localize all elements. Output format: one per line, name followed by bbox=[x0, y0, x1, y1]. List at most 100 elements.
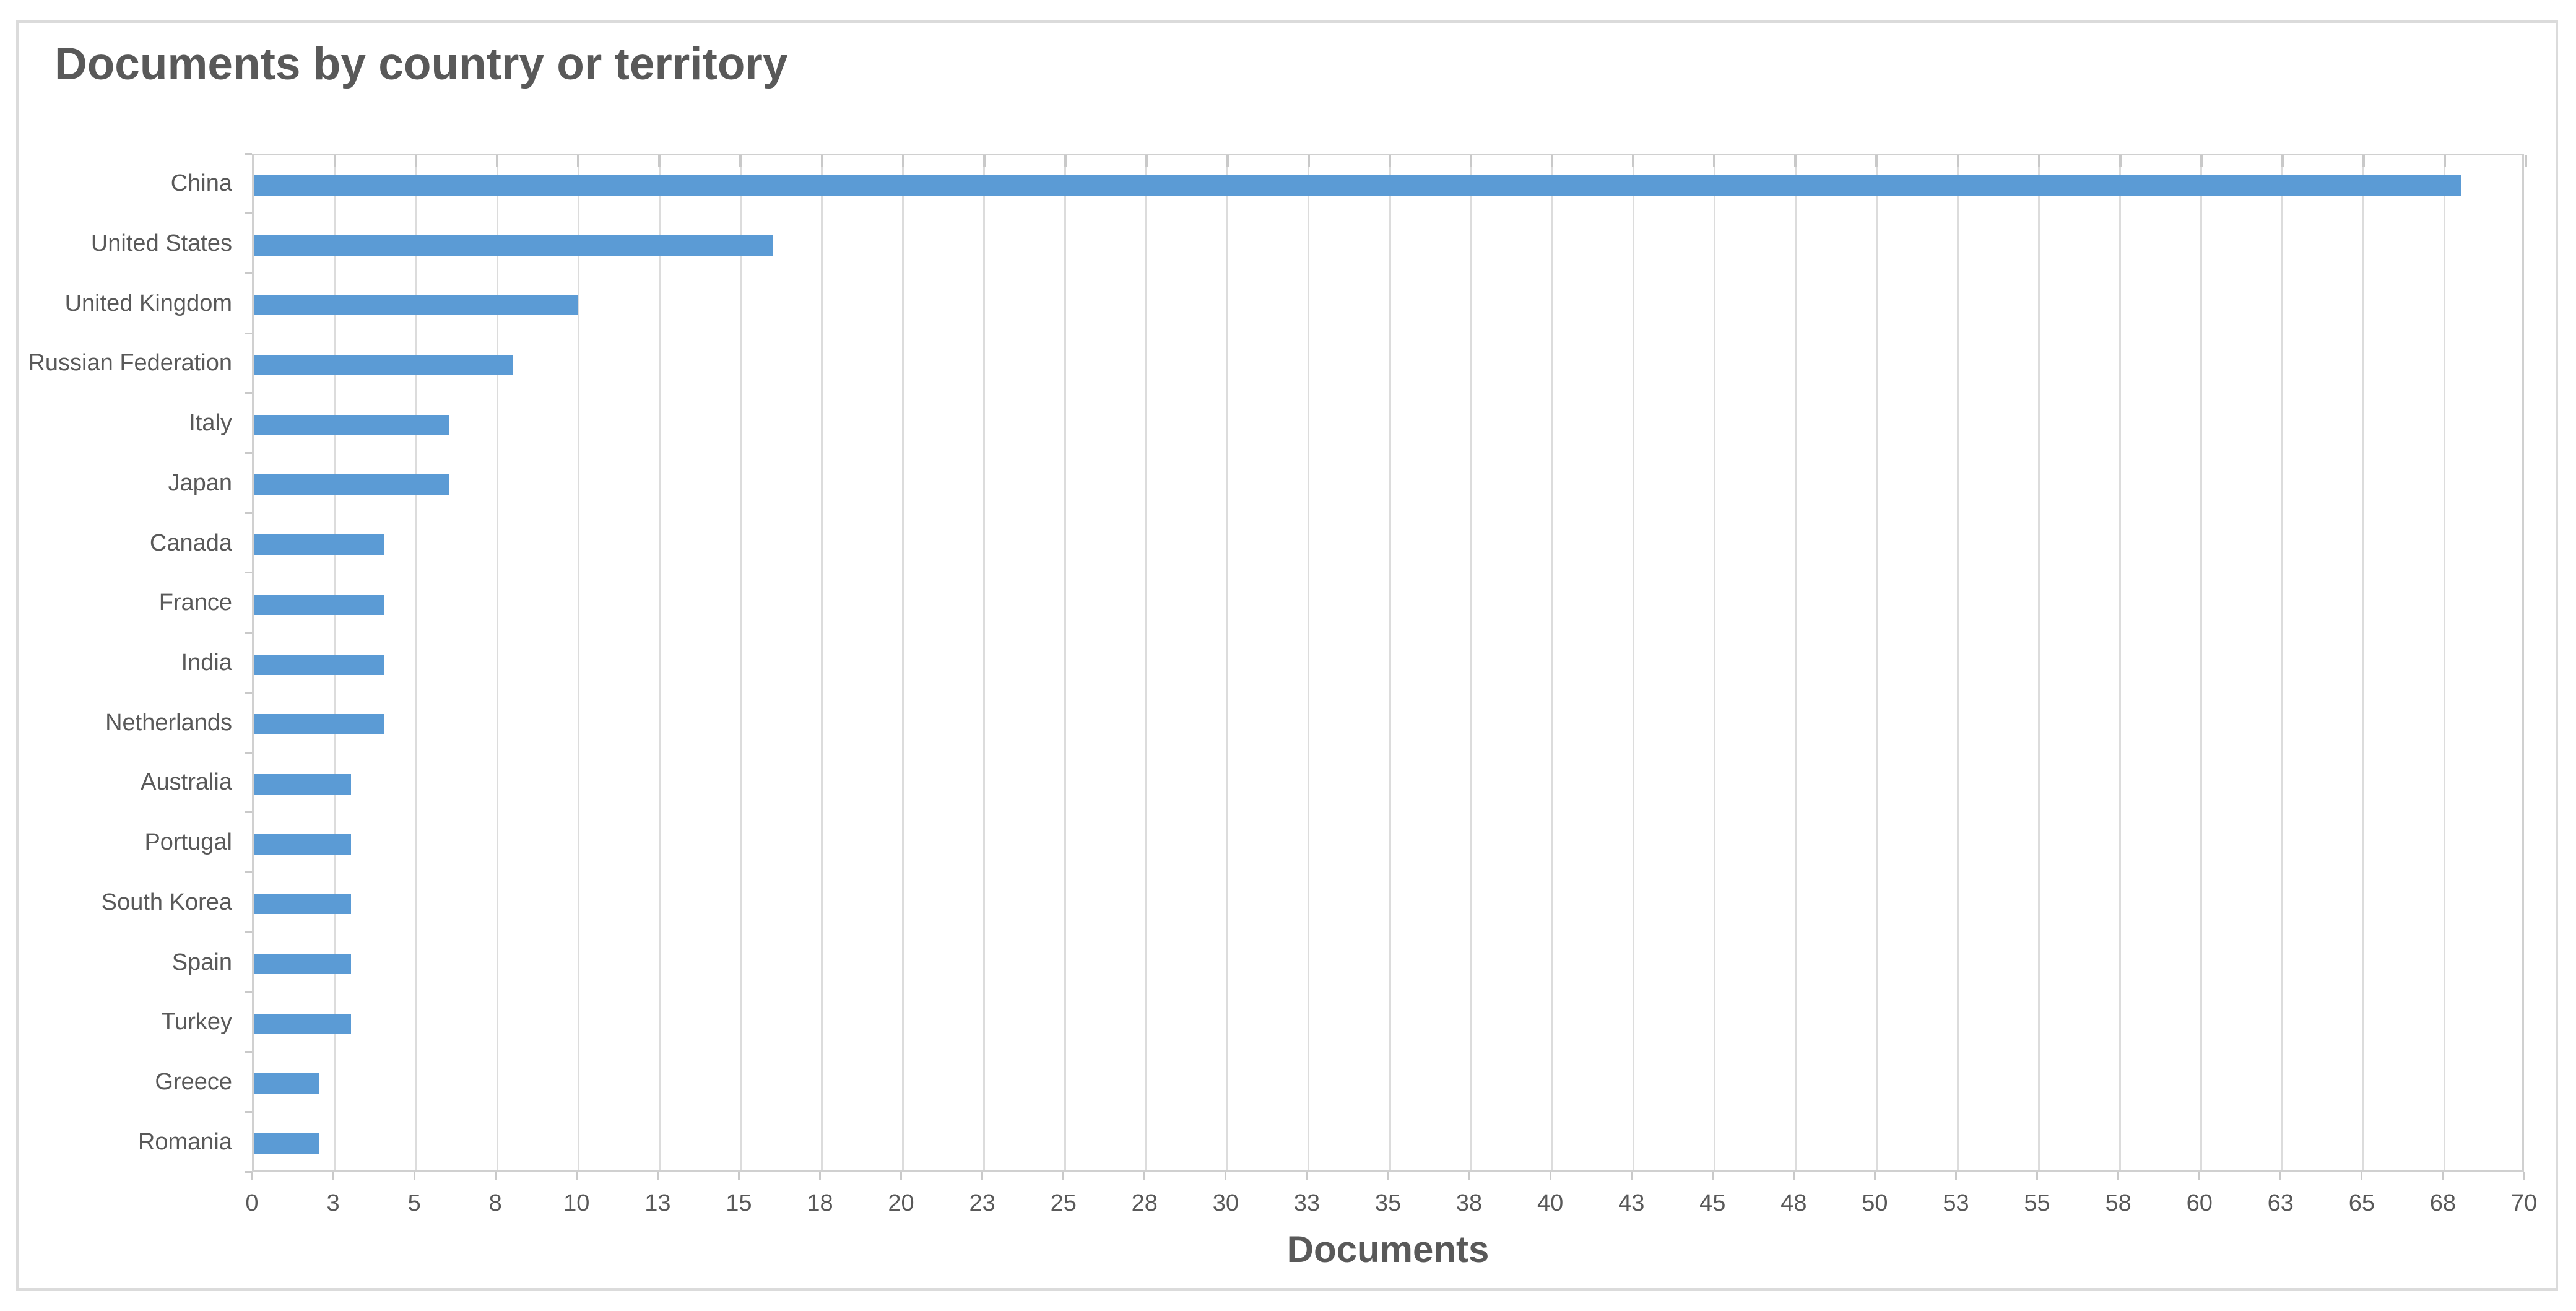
bar-portugal bbox=[254, 834, 352, 855]
gridline bbox=[415, 155, 417, 1170]
x-axis-top-tick bbox=[1226, 155, 1229, 167]
x-axis-top-tick bbox=[901, 155, 904, 167]
bar-italy bbox=[254, 414, 449, 435]
x-axis-tick bbox=[1792, 1172, 1795, 1180]
x-axis-top-tick bbox=[1064, 155, 1067, 167]
y-axis-tick bbox=[245, 691, 252, 694]
gridline bbox=[658, 155, 661, 1170]
x-axis-top-tick bbox=[658, 155, 661, 167]
gridline bbox=[821, 155, 823, 1170]
x-axis-tick bbox=[656, 1172, 659, 1180]
x-axis-top-tick bbox=[1713, 155, 1716, 167]
x-axis-top-tick bbox=[1956, 155, 1959, 167]
y-axis-tick bbox=[245, 632, 252, 634]
x-axis-tick-label: 0 bbox=[245, 1190, 259, 1216]
x-axis-tick bbox=[2036, 1172, 2039, 1180]
x-axis-tick-label: 60 bbox=[2186, 1190, 2213, 1216]
bar-united-states bbox=[254, 235, 773, 256]
x-axis-tick bbox=[1468, 1172, 1470, 1180]
x-axis-top-tick bbox=[820, 155, 823, 167]
x-axis-tick-label: 43 bbox=[1618, 1190, 1645, 1216]
y-axis-tick bbox=[245, 991, 252, 993]
x-axis-tick-label: 3 bbox=[326, 1190, 340, 1216]
x-axis-top-tick bbox=[1794, 155, 1797, 167]
x-axis-tick bbox=[2279, 1172, 2282, 1180]
bar-russian-federation bbox=[254, 354, 514, 375]
x-axis-top-tick bbox=[577, 155, 580, 167]
x-axis-tick bbox=[1955, 1172, 1957, 1180]
chart-title: Documents by country or territory bbox=[54, 39, 788, 89]
x-axis-top-tick bbox=[2200, 155, 2203, 167]
gridline bbox=[2444, 155, 2446, 1170]
y-axis-tick bbox=[245, 572, 252, 574]
bar-turkey bbox=[254, 1013, 352, 1034]
x-axis-tick-label: 68 bbox=[2429, 1190, 2457, 1216]
gridline bbox=[1145, 155, 1148, 1170]
x-axis-top-tick bbox=[982, 155, 986, 167]
y-axis-label: Netherlands bbox=[105, 709, 232, 736]
x-axis-top-tick bbox=[496, 155, 499, 167]
x-axis-tick bbox=[1711, 1172, 1714, 1180]
x-axis-tick-label: 48 bbox=[1780, 1190, 1807, 1216]
x-axis-tick-label: 63 bbox=[2267, 1190, 2294, 1216]
x-axis-tick-label: 10 bbox=[563, 1190, 590, 1216]
gridline bbox=[1875, 155, 1878, 1170]
x-axis-tick bbox=[2442, 1172, 2444, 1180]
y-axis-label: France bbox=[158, 590, 232, 616]
x-axis-tick bbox=[1549, 1172, 1551, 1180]
y-axis-tick bbox=[245, 871, 252, 873]
x-axis-tick-label: 15 bbox=[726, 1190, 752, 1216]
x-axis-tick bbox=[413, 1172, 415, 1180]
x-axis-tick-label: 35 bbox=[1374, 1190, 1402, 1216]
gridline bbox=[2038, 155, 2040, 1170]
x-axis-tick bbox=[981, 1172, 984, 1180]
x-axis-tick bbox=[575, 1172, 578, 1180]
x-axis-tick bbox=[819, 1172, 821, 1180]
bar-united-kingdom bbox=[254, 295, 579, 316]
x-axis-top-tick bbox=[2037, 155, 2040, 167]
bar-japan bbox=[254, 474, 449, 495]
x-axis-title: Documents bbox=[1286, 1229, 1490, 1270]
x-axis-tick-label: 28 bbox=[1131, 1190, 1158, 1216]
gridline bbox=[1632, 155, 1634, 1170]
x-axis-tick-label: 58 bbox=[2105, 1190, 2131, 1216]
x-axis-tick bbox=[1873, 1172, 1876, 1180]
gridline bbox=[1226, 155, 1229, 1170]
x-axis-tick bbox=[900, 1172, 903, 1180]
x-axis-top-tick bbox=[1470, 155, 1473, 167]
bar-france bbox=[254, 594, 384, 615]
y-axis-label: Turkey bbox=[161, 1009, 232, 1035]
bar-india bbox=[254, 654, 384, 675]
x-axis-tick bbox=[2198, 1172, 2201, 1180]
x-axis-tick-label: 65 bbox=[2348, 1190, 2375, 1216]
x-axis-tick-label: 53 bbox=[1943, 1190, 1969, 1216]
x-axis-top-tick bbox=[1875, 155, 1878, 167]
gridline bbox=[2281, 155, 2284, 1170]
x-axis-top-tick bbox=[415, 155, 418, 167]
y-axis-label: China bbox=[170, 170, 232, 197]
x-axis-tick-label: 30 bbox=[1212, 1190, 1239, 1216]
x-axis-tick-label: 40 bbox=[1537, 1190, 1564, 1216]
x-axis-top-tick bbox=[739, 155, 742, 167]
bar-spain bbox=[254, 954, 352, 975]
gridline bbox=[1794, 155, 1797, 1170]
y-axis-label: Australia bbox=[141, 769, 232, 796]
y-axis-tick bbox=[245, 452, 252, 455]
y-axis-label: Canada bbox=[149, 529, 232, 556]
x-axis-tick-label: 55 bbox=[2024, 1190, 2050, 1216]
gridline bbox=[739, 155, 742, 1170]
y-axis-label: United Kingdom bbox=[64, 290, 232, 316]
bar-australia bbox=[254, 773, 352, 795]
gridline bbox=[1064, 155, 1067, 1170]
plot-area bbox=[252, 154, 2527, 1172]
y-axis-tick bbox=[245, 152, 252, 155]
x-axis-top-tick bbox=[1307, 155, 1310, 167]
gridline bbox=[2362, 155, 2365, 1170]
x-axis-tick bbox=[1062, 1172, 1065, 1180]
y-axis-tick bbox=[245, 751, 252, 754]
bar-china bbox=[254, 175, 2461, 196]
x-axis-tick-label: 23 bbox=[969, 1190, 995, 1216]
x-axis-tick bbox=[2117, 1172, 2120, 1180]
bar-south-korea bbox=[254, 894, 352, 915]
x-axis-top-tick bbox=[1145, 155, 1148, 167]
